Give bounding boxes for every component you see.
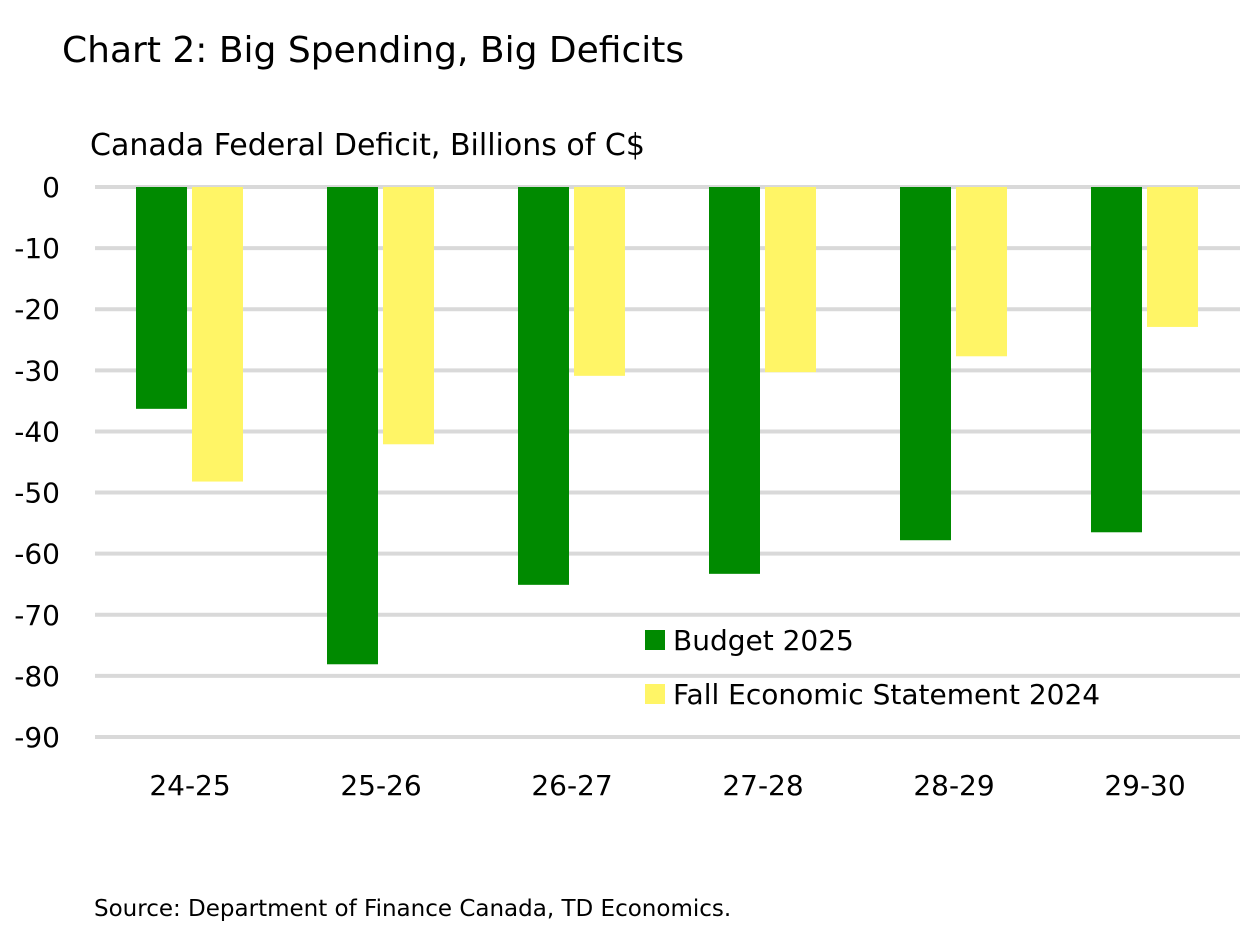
bar-fes-28-29 (956, 187, 1007, 357)
bar-budget-28-29 (900, 187, 951, 541)
bar-budget-24-25 (136, 187, 187, 409)
bar-budget-26-27 (518, 187, 569, 585)
y-tick-label: -30 (14, 354, 60, 387)
y-tick-label: 0 (42, 171, 60, 204)
y-tick-label: -80 (14, 660, 60, 693)
chart-title: Chart 2: Big Spending, Big Deficits (62, 30, 684, 71)
bar-fes-27-28 (765, 187, 816, 373)
bar-fes-29-30 (1147, 187, 1198, 327)
x-tick-label: 29-30 (1104, 769, 1185, 802)
bar-budget-27-28 (709, 187, 760, 574)
x-tick-label: 28-29 (913, 769, 994, 802)
bar-fes-26-27 (574, 187, 625, 376)
y-tick-label: -10 (14, 232, 60, 265)
x-tick-label: 26-27 (531, 769, 612, 802)
y-tick-label: -70 (14, 599, 60, 632)
y-tick-label: -40 (14, 415, 60, 448)
legend: Budget 2025 Fall Economic Statement 2024 (645, 624, 1100, 711)
legend-label-budget: Budget 2025 (673, 624, 854, 657)
bar-fes-24-25 (192, 187, 243, 482)
y-tick-label: -50 (14, 477, 60, 510)
source-note: Source: Department of Finance Canada, TD… (94, 896, 731, 922)
chart-subtitle: Canada Federal Deficit, Billions of C$ (90, 128, 645, 163)
bar-budget-25-26 (327, 187, 378, 665)
legend-label-fes: Fall Economic Statement 2024 (673, 678, 1100, 711)
bar-fes-25-26 (383, 187, 434, 445)
y-tick-label: -90 (14, 721, 60, 754)
legend-swatch-budget (645, 630, 665, 650)
legend-swatch-fes (645, 684, 665, 704)
y-tick-label: -60 (14, 538, 60, 571)
bar-budget-29-30 (1091, 187, 1142, 533)
x-tick-label: 25-26 (340, 769, 421, 802)
x-tick-label: 27-28 (722, 769, 803, 802)
x-tick-label: 24-25 (149, 769, 230, 802)
y-tick-label: -20 (14, 293, 60, 326)
